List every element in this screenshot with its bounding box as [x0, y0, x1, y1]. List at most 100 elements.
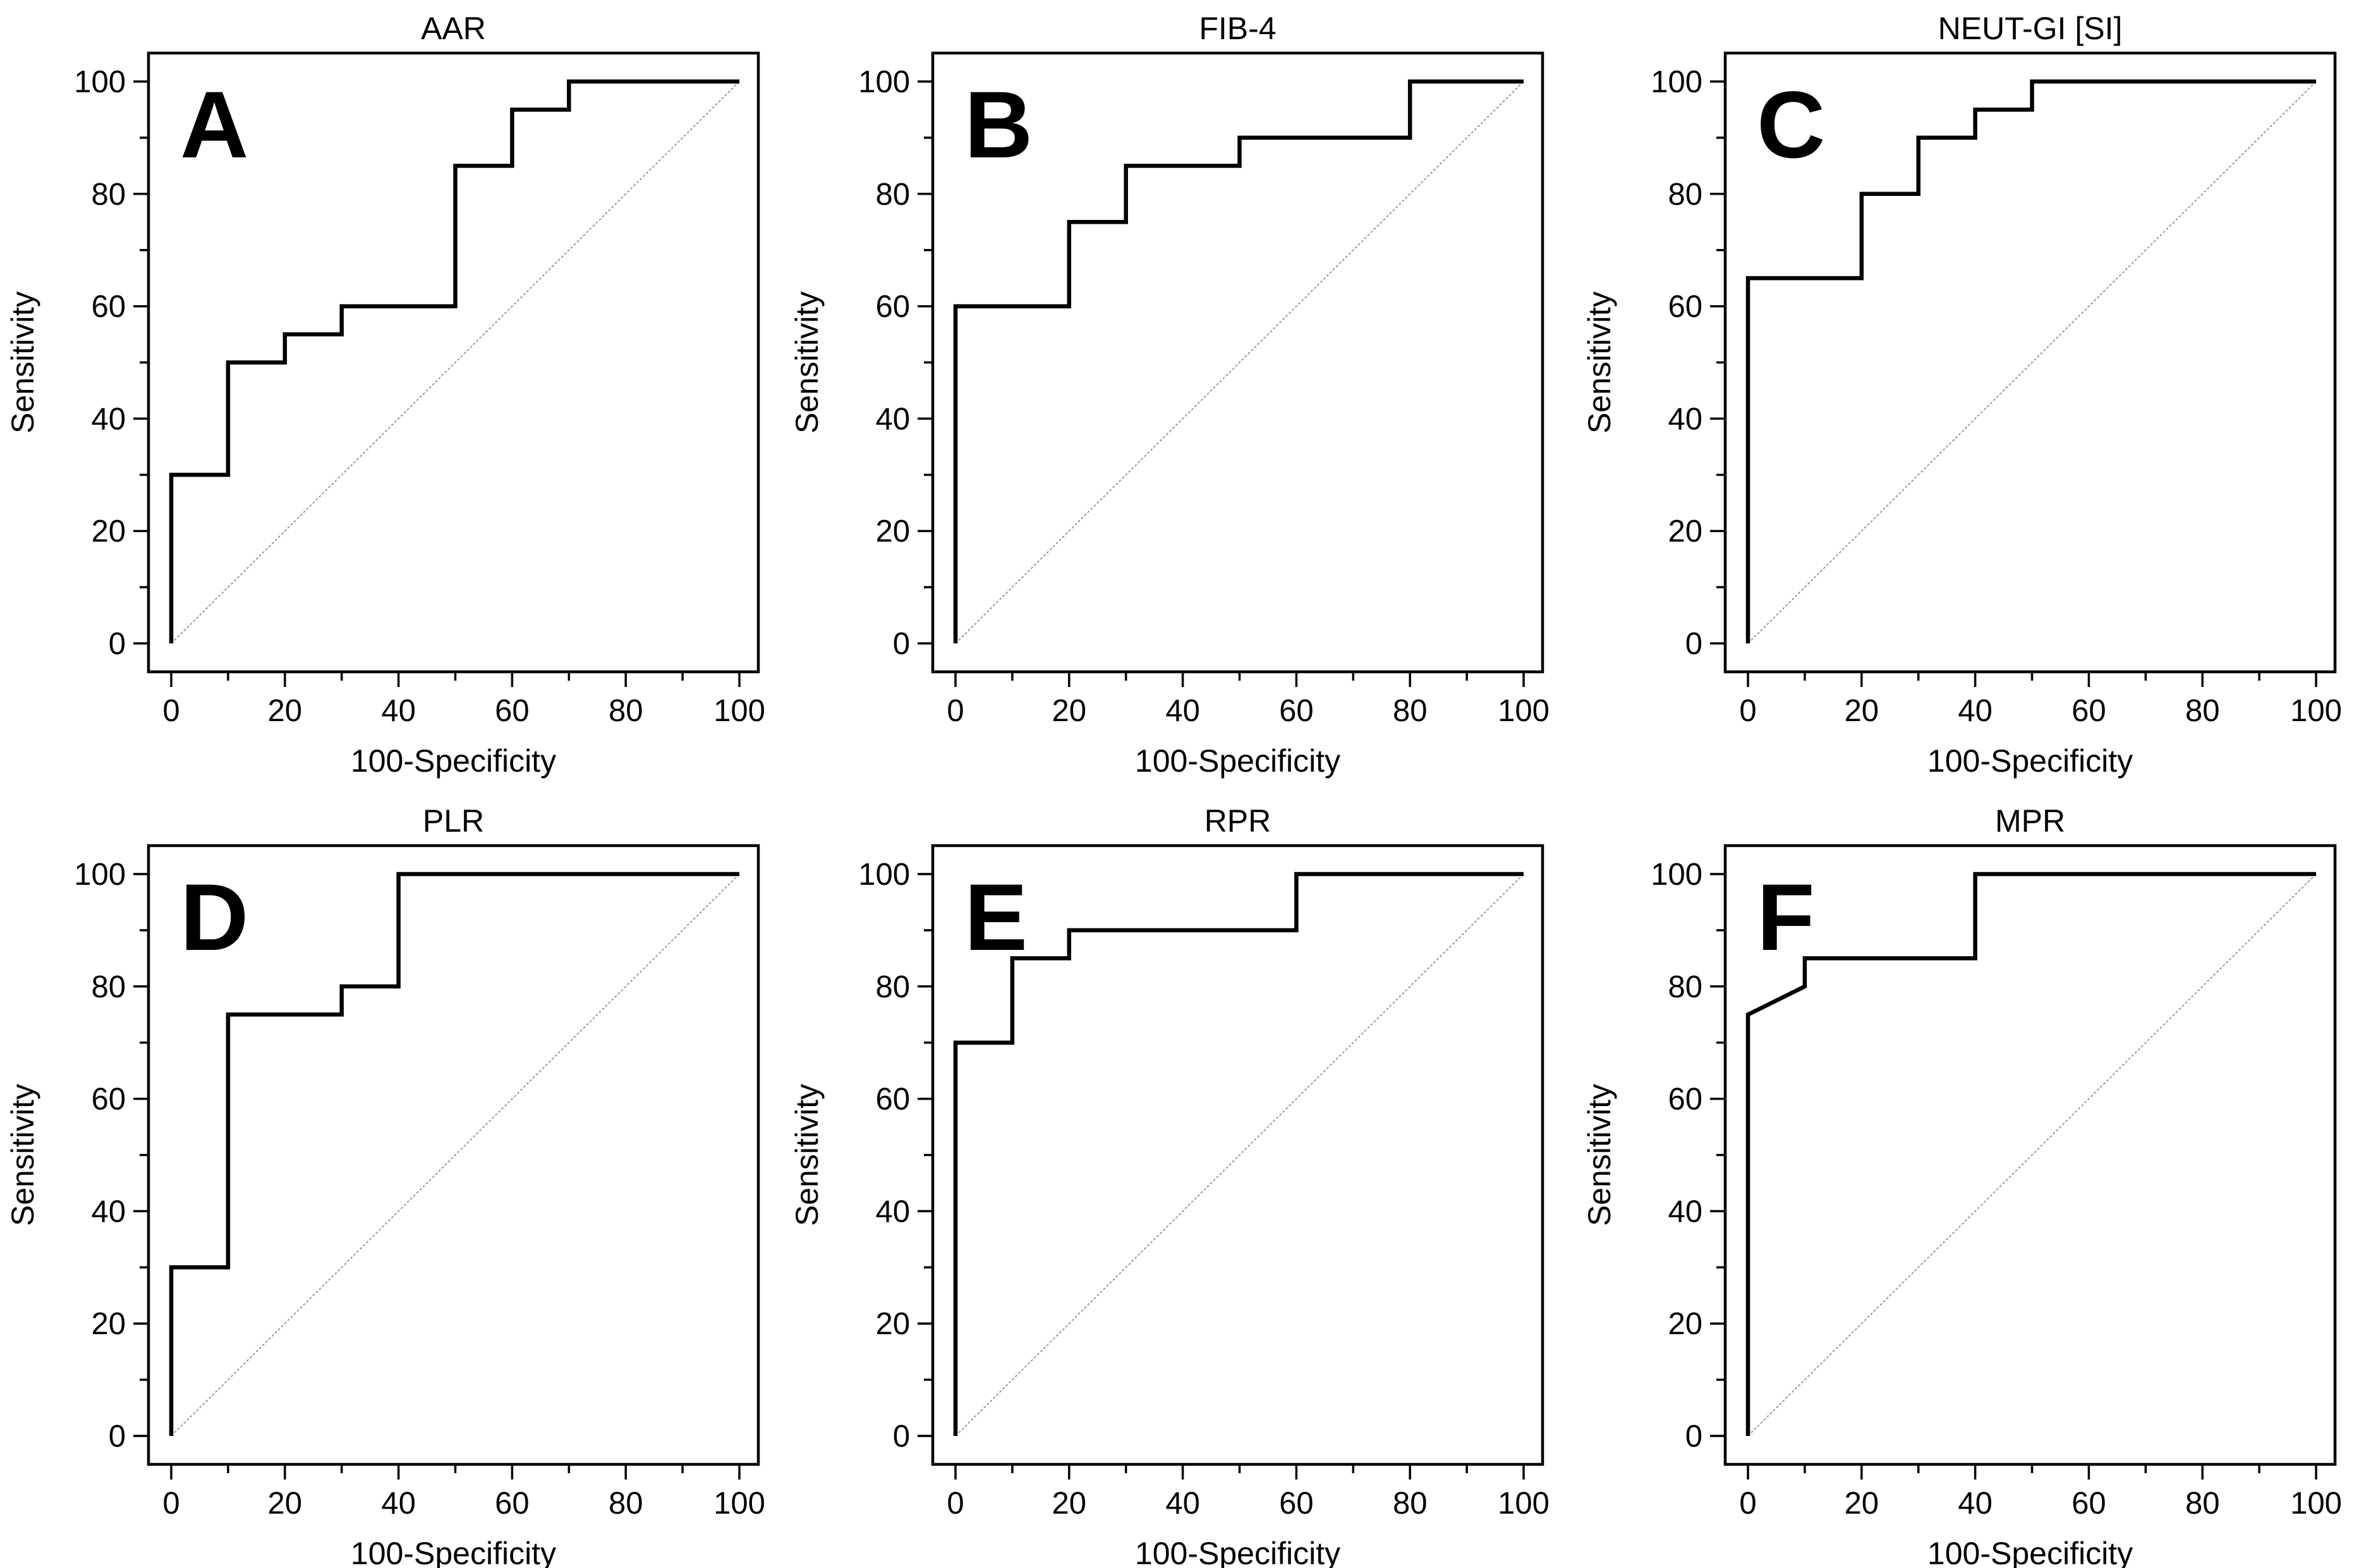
y-tick-label: 20 — [1668, 514, 1702, 549]
x-tick-label: 80 — [1393, 694, 1428, 728]
y-axis-label: Sensitivity — [1582, 291, 1617, 434]
panel-letter: F — [1757, 864, 1815, 970]
panel-title: RPR — [1204, 803, 1271, 839]
y-tick-label: 20 — [875, 514, 910, 549]
x-tick-label: 60 — [495, 694, 530, 728]
x-tick-label: 100 — [2290, 1486, 2342, 1521]
x-tick-label: 20 — [1052, 694, 1087, 728]
roc-panel-e: RPR E 0 20 40 60 80 100 0 20 40 60 80 100 100-Specific… — [789, 803, 1550, 1568]
reference-diagonal — [171, 873, 740, 1437]
roc-panel-a: AAR A 0 20 40 60 80 100 0 20 40 60 80 100 100-Specific… — [5, 11, 765, 779]
x-tick-label: 80 — [2185, 694, 2220, 728]
x-tick-label: 0 — [1739, 694, 1756, 728]
y-tick-label: 40 — [875, 402, 910, 436]
x-tick-label: 60 — [1279, 694, 1314, 728]
x-tick-label: 20 — [1052, 1486, 1087, 1521]
x-tick-label: 100 — [2290, 694, 2342, 728]
panel-title: AAR — [421, 11, 486, 46]
x-tick-label: 80 — [1393, 1486, 1428, 1521]
roc-curve — [169, 79, 739, 643]
x-tick-label: 60 — [495, 1486, 530, 1521]
y-tick-label: 60 — [91, 1083, 126, 1117]
y-tick-label: 100 — [858, 65, 910, 99]
y-tick-label: 0 — [893, 1419, 910, 1454]
panel-letter: A — [180, 71, 248, 178]
y-axis-label: Sensitivity — [789, 291, 825, 434]
panel-title: NEUT-GI [SI] — [1938, 11, 2123, 46]
y-tick-label: 100 — [1651, 65, 1702, 99]
y-tick-label: 0 — [1685, 627, 1702, 661]
y-tick-label: 100 — [74, 858, 126, 892]
x-tick-label: 80 — [609, 694, 643, 728]
reference-diagonal — [955, 81, 1524, 644]
roc-curve — [953, 79, 1524, 643]
panel-letter: C — [1757, 71, 1825, 178]
roc-curve — [169, 872, 739, 1436]
x-tick-label: 40 — [1958, 1486, 1993, 1521]
roc-panel-b: FIB-4 B 0 20 40 60 80 100 0 20 40 60 80 100 100-Specif… — [789, 11, 1550, 779]
x-tick-label: 40 — [381, 694, 416, 728]
x-tick-label: 0 — [162, 1486, 179, 1521]
reference-diagonal — [171, 81, 740, 644]
x-axis-label: 100-Specificity — [1135, 743, 1340, 779]
y-tick-label: 40 — [91, 1194, 126, 1229]
x-tick-label: 80 — [2185, 1486, 2220, 1521]
reference-diagonal — [1747, 81, 2317, 644]
y-tick-label: 100 — [74, 65, 126, 99]
y-axis-label: Sensitivity — [5, 1084, 40, 1226]
y-tick-label: 20 — [1668, 1307, 1702, 1341]
y-tick-label: 40 — [1668, 1194, 1702, 1229]
y-tick-label: 20 — [875, 1307, 910, 1341]
plot-frame — [1723, 844, 2337, 1466]
y-tick-label: 80 — [91, 970, 126, 1004]
x-axis-label: 100-Specificity — [1135, 1536, 1340, 1568]
y-axis-label: Sensitivity — [789, 1084, 825, 1226]
x-tick-label: 40 — [381, 1486, 416, 1521]
panel-title: MPR — [1995, 803, 2065, 839]
roc-panel-f: MPR F 0 20 40 60 80 100 0 20 40 60 80 100 100-Specific… — [1582, 803, 2342, 1568]
y-tick-label: 60 — [875, 1083, 910, 1117]
x-tick-label: 0 — [162, 694, 179, 728]
roc-curve — [1745, 872, 2316, 1436]
panel-letter: B — [964, 71, 1033, 178]
x-tick-label: 100 — [713, 1486, 765, 1521]
y-tick-label: 80 — [875, 178, 910, 212]
y-axis-label: Sensitivity — [5, 291, 40, 434]
y-tick-label: 40 — [1668, 402, 1702, 436]
x-axis-label: 100-Specificity — [1927, 743, 2133, 779]
y-tick-label: 80 — [1668, 178, 1702, 212]
y-tick-label: 20 — [91, 514, 126, 549]
y-tick-label: 60 — [875, 290, 910, 324]
y-tick-label: 60 — [1668, 1083, 1702, 1117]
y-tick-label: 40 — [875, 1194, 910, 1229]
x-axis-label: 100-Specificity — [351, 743, 556, 779]
x-tick-label: 60 — [2072, 694, 2106, 728]
x-tick-label: 80 — [609, 1486, 643, 1521]
x-tick-label: 40 — [1958, 694, 1993, 728]
y-tick-label: 100 — [1651, 858, 1702, 892]
reference-diagonal — [955, 873, 1524, 1437]
roc-curve — [1745, 79, 2316, 643]
y-tick-label: 60 — [1668, 290, 1702, 324]
y-tick-label: 0 — [109, 1419, 126, 1454]
panel-letter: D — [180, 864, 248, 970]
x-tick-label: 40 — [1165, 694, 1200, 728]
roc-curve — [953, 872, 1524, 1436]
x-tick-label: 20 — [268, 694, 303, 728]
y-tick-label: 80 — [1668, 970, 1702, 1004]
x-axis-label: 100-Specificity — [351, 1536, 556, 1568]
x-tick-label: 20 — [1845, 1486, 1879, 1521]
y-axis-label: Sensitivity — [1582, 1084, 1617, 1226]
panel-title: FIB-4 — [1199, 11, 1276, 46]
x-tick-label: 20 — [1845, 694, 1879, 728]
y-tick-label: 60 — [91, 290, 126, 324]
x-tick-label: 0 — [947, 1486, 964, 1521]
x-tick-label: 60 — [2072, 1486, 2106, 1521]
y-tick-label: 20 — [91, 1307, 126, 1341]
panel-letter: E — [964, 864, 1028, 970]
roc-panel-c: NEUT-GI [SI] C 0 20 40 60 80 100 0 20 40 60 80 100 100… — [1582, 11, 2342, 779]
y-tick-label: 0 — [1685, 1419, 1702, 1454]
y-tick-label: 80 — [875, 970, 910, 1004]
x-tick-label: 100 — [1498, 1486, 1550, 1521]
y-tick-label: 0 — [893, 627, 910, 661]
